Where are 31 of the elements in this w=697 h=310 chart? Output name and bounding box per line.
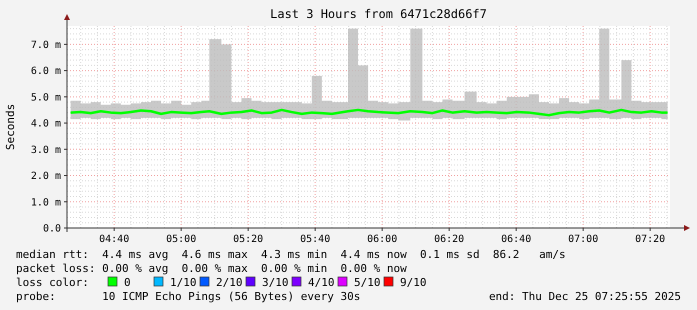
y-axis-title: Seconds	[4, 104, 17, 150]
text: end: Thu Dec 25 07:25:55 2025	[488, 290, 681, 303]
y-tick-label: 7.0 m	[30, 40, 61, 51]
x-tick-label: 06:20	[434, 234, 464, 245]
y-tick-label: 6.0 m	[30, 66, 61, 78]
text: 4/10	[308, 276, 334, 289]
text: median rtt: 4.4 ms avg 4.6 ms max 4.3 ms min 4.4 ms now 0.1 ms sd 86.2 am/s	[16, 248, 566, 261]
x-tick-label: 04:40	[99, 234, 130, 245]
text: packet loss: 0.00 % avg 0.00 % max 0.00 % min 0.00 % now	[16, 262, 408, 275]
x-tick-label: 05:40	[300, 234, 330, 245]
x-tick-label: 06:40	[501, 234, 532, 245]
y-tick-label: 5.0 m	[30, 92, 61, 104]
y-tick-label: 2.0 m	[30, 171, 61, 182]
text: 9/10	[400, 276, 426, 289]
text: 2/10	[216, 276, 242, 289]
x-tick-label: 05:20	[233, 234, 264, 245]
text: 3/10	[262, 276, 288, 289]
text: loss color:	[16, 276, 89, 289]
text: probe: 10 ICMP Echo Pings (56 Bytes) every 30s	[16, 290, 360, 303]
x-tick-label: 05:00	[166, 234, 196, 245]
y-tick-label: 0.0	[42, 224, 61, 234]
y-tick-label: 4.0 m	[30, 118, 61, 130]
text: 1/10	[170, 276, 196, 289]
x-tick-label: 07:20	[635, 234, 666, 245]
x-tick-label: 07:00	[568, 234, 598, 245]
chart-title: Last 3 Hours from 6471c28d66f7	[270, 7, 487, 21]
y-tick-label: 3.0 m	[30, 144, 61, 156]
x-tick-label: 06:00	[367, 234, 398, 245]
y-tick-label: 1.0 m	[30, 197, 61, 208]
text: 5/10	[354, 276, 380, 289]
text: 0	[124, 276, 131, 289]
